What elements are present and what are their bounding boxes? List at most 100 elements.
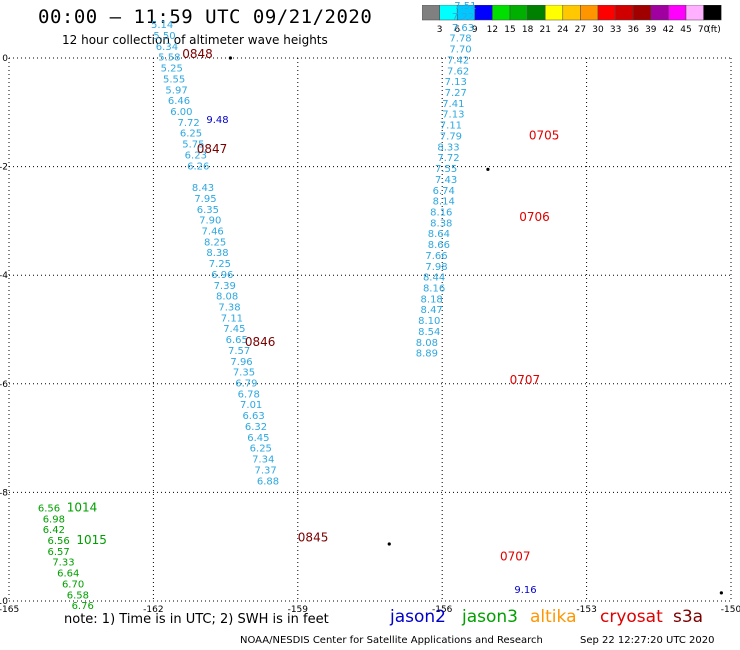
y-tick-label: -4 bbox=[0, 271, 8, 281]
x-tick-label: -159 bbox=[288, 605, 309, 615]
y-tick-label: -2 bbox=[0, 163, 8, 173]
wave-height-label: 7.13 bbox=[445, 77, 467, 88]
island-marker bbox=[228, 56, 233, 60]
wave-height-label: 5.50 bbox=[153, 31, 175, 42]
legend-cryosat: cryosat bbox=[600, 607, 663, 627]
wave-height-label: 7.66 bbox=[425, 251, 447, 262]
series-pass-eastern: 7.167.607.327.517.227.637.787.707.427.62… bbox=[416, 0, 477, 360]
colorbar-unit: (ft) bbox=[707, 25, 721, 35]
wave-height-label: 8.16 bbox=[423, 283, 445, 294]
wave-height-label: 6.56 bbox=[38, 503, 60, 514]
wave-height-label: 7.55 bbox=[435, 164, 457, 175]
wave-height-label: 6.42 bbox=[43, 525, 65, 536]
wave-height-label: 7.51 bbox=[454, 1, 476, 12]
wave-height-label: 6.57 bbox=[48, 547, 70, 558]
wave-height-label: 6.79 bbox=[235, 379, 257, 390]
x-tick-label: -162 bbox=[143, 605, 163, 615]
island-marker bbox=[486, 167, 490, 171]
legend-jason2: jason2 bbox=[390, 607, 446, 627]
wave-height-label: 7.96 bbox=[230, 357, 252, 368]
wave-height-label: 7.25 bbox=[209, 259, 231, 270]
wave-height-label: 6.25 bbox=[250, 444, 272, 455]
pass-time-label: 0846 bbox=[245, 335, 276, 349]
wave-height-label: 6.63 bbox=[242, 411, 264, 422]
wave-height-label: 7.79 bbox=[440, 131, 462, 142]
wave-height-label: 9.48 bbox=[206, 115, 228, 126]
wave-height-label: 7.38 bbox=[218, 302, 240, 313]
wave-height-label: 8.54 bbox=[418, 327, 440, 338]
wave-height-label: 6.34 bbox=[156, 42, 178, 53]
wave-height-label: 6.35 bbox=[197, 205, 219, 216]
grid-lines bbox=[8, 57, 732, 602]
wave-height-label: 6.56 bbox=[48, 536, 70, 547]
wave-height-label: 9.16 bbox=[514, 585, 536, 596]
wave-height-label: 7.43 bbox=[435, 175, 457, 186]
wave-height-label: 7.63 bbox=[452, 23, 474, 34]
wave-height-label: 7.22 bbox=[452, 12, 474, 23]
wave-height-label: 7.70 bbox=[449, 45, 471, 56]
wave-height-label: 7.37 bbox=[254, 465, 276, 476]
colorbar-tick-label: 6 bbox=[454, 25, 460, 35]
chart-title: 00:00 — 11:59 UTC 09/21/2020 bbox=[38, 6, 373, 28]
wave-height-label: 7.11 bbox=[440, 121, 462, 132]
colorbar-tick-label: 3 bbox=[437, 25, 443, 35]
wave-height-label: 7.33 bbox=[52, 558, 74, 569]
wave-height-label: 6.46 bbox=[168, 96, 190, 107]
pass-time-label: 0848 bbox=[182, 47, 213, 61]
series-jason2: 9.48 9.16 bbox=[206, 115, 536, 596]
generated-timestamp: Sep 22 12:27:20 UTC 2020 bbox=[580, 635, 715, 646]
wave-height-label: 7.46 bbox=[202, 226, 224, 237]
y-tick-label: -8 bbox=[0, 488, 8, 498]
colorbar-tick-label: 9 bbox=[472, 25, 478, 35]
legend-s3a: s3a bbox=[673, 607, 704, 627]
pass-time-label: 0706 bbox=[519, 210, 550, 224]
x-tick-label: -156 bbox=[432, 605, 453, 615]
legend-jason3: jason3 bbox=[462, 607, 518, 627]
wave-height-label: 6.64 bbox=[57, 569, 79, 580]
wave-height-label: 6.70 bbox=[62, 579, 84, 590]
wave-height-label: 7.95 bbox=[194, 194, 216, 205]
series-pass-western: 5.145.506.345.585.255.555.976.466.007.72… bbox=[151, 20, 279, 487]
wave-height-label: 6.00 bbox=[170, 107, 192, 118]
wave-height-label: 6.26 bbox=[187, 161, 209, 172]
wave-height-label: 7.45 bbox=[223, 324, 245, 335]
colorbar-tick-label: 30 bbox=[592, 25, 604, 35]
wave-height-label: 7.35 bbox=[233, 368, 255, 379]
wave-height-label: 8.10 bbox=[418, 316, 440, 327]
pass-time-label: 0845 bbox=[298, 530, 329, 544]
pass-time-label: 0707 bbox=[510, 373, 541, 387]
y-tick-label: -10 bbox=[0, 597, 8, 607]
island-marker bbox=[719, 591, 723, 595]
wave-height-label: 8.08 bbox=[416, 338, 438, 349]
wave-height-label: 7.78 bbox=[449, 34, 471, 45]
wave-height-label: 8.47 bbox=[421, 305, 443, 316]
wave-height-label: 8.43 bbox=[192, 183, 214, 194]
wave-height-label: 8.33 bbox=[437, 142, 459, 153]
wave-height-label: 8.44 bbox=[423, 273, 445, 284]
pass-time-label: 0847 bbox=[197, 142, 228, 156]
wave-height-label: 8.16 bbox=[430, 207, 452, 218]
colorbar-swatch bbox=[703, 5, 722, 21]
wave-height-label: 6.45 bbox=[247, 433, 269, 444]
wave-height-label: 7.98 bbox=[425, 262, 447, 273]
colorbar-tick-label: 27 bbox=[575, 25, 586, 35]
wave-height-label: 6.65 bbox=[226, 335, 248, 346]
x-tick-label: -150 bbox=[721, 605, 740, 615]
wave-height-label: 7.90 bbox=[199, 216, 221, 227]
wave-height-label: 6.25 bbox=[180, 129, 202, 140]
wave-height-label: 8.14 bbox=[433, 197, 455, 208]
wave-height-label: 6.74 bbox=[433, 186, 455, 197]
wave-height-label: 5.25 bbox=[161, 64, 183, 75]
colorbar-tick-label: 70 bbox=[698, 25, 710, 35]
wave-height-label: 8.08 bbox=[216, 292, 238, 303]
wave-height-label: 8.25 bbox=[204, 237, 226, 248]
colorbar-tick-label: 18 bbox=[522, 25, 534, 35]
island-marker bbox=[387, 542, 391, 546]
wave-height-label: 8.66 bbox=[428, 240, 450, 251]
wave-height-label: 6.96 bbox=[211, 270, 233, 281]
x-tick-label: -153 bbox=[576, 605, 596, 615]
wave-height-label: 8.18 bbox=[421, 294, 443, 305]
wave-height-label: 7.01 bbox=[240, 400, 262, 411]
wave-height-label: 8.89 bbox=[416, 349, 438, 360]
